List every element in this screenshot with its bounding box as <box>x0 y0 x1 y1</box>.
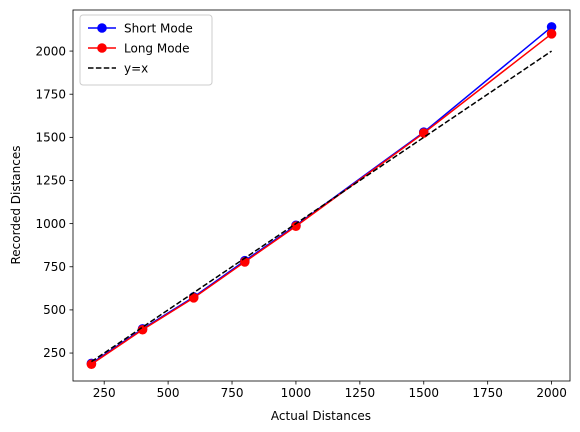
legend-label-short-mode: Short Mode <box>124 21 193 35</box>
legend: Short Mode Long Mode y=x <box>80 15 212 85</box>
x-axis-label: Actual Distances <box>271 409 371 423</box>
x-tick-label: 2000 <box>536 386 567 400</box>
y-axis-label: Recorded Distances <box>9 146 23 265</box>
x-tick-label: 250 <box>93 386 116 400</box>
x-tick-label: 1250 <box>345 386 376 400</box>
y-tick-label: 1000 <box>35 217 66 231</box>
legend-label-y-x: y=x <box>124 61 148 75</box>
y-tick-label: 1750 <box>35 87 66 101</box>
legend-marker-long-mode <box>98 44 107 53</box>
y-tick-label: 500 <box>43 303 66 317</box>
x-tick-label: 750 <box>221 386 244 400</box>
x-tick-label: 1000 <box>281 386 312 400</box>
y-tick-label: 250 <box>43 346 66 360</box>
x-tick-label: 1750 <box>472 386 503 400</box>
y-tick-label: 750 <box>43 260 66 274</box>
y-tick-label: 2000 <box>35 44 66 58</box>
y-tick-label: 1500 <box>35 131 66 145</box>
x-tick-label: 1500 <box>408 386 439 400</box>
legend-label-long-mode: Long Mode <box>124 41 190 55</box>
y-tick-label: 1250 <box>35 174 66 188</box>
data-point-long-mode <box>547 30 556 39</box>
legend-marker-short-mode <box>98 24 107 33</box>
x-tick-label: 500 <box>157 386 180 400</box>
